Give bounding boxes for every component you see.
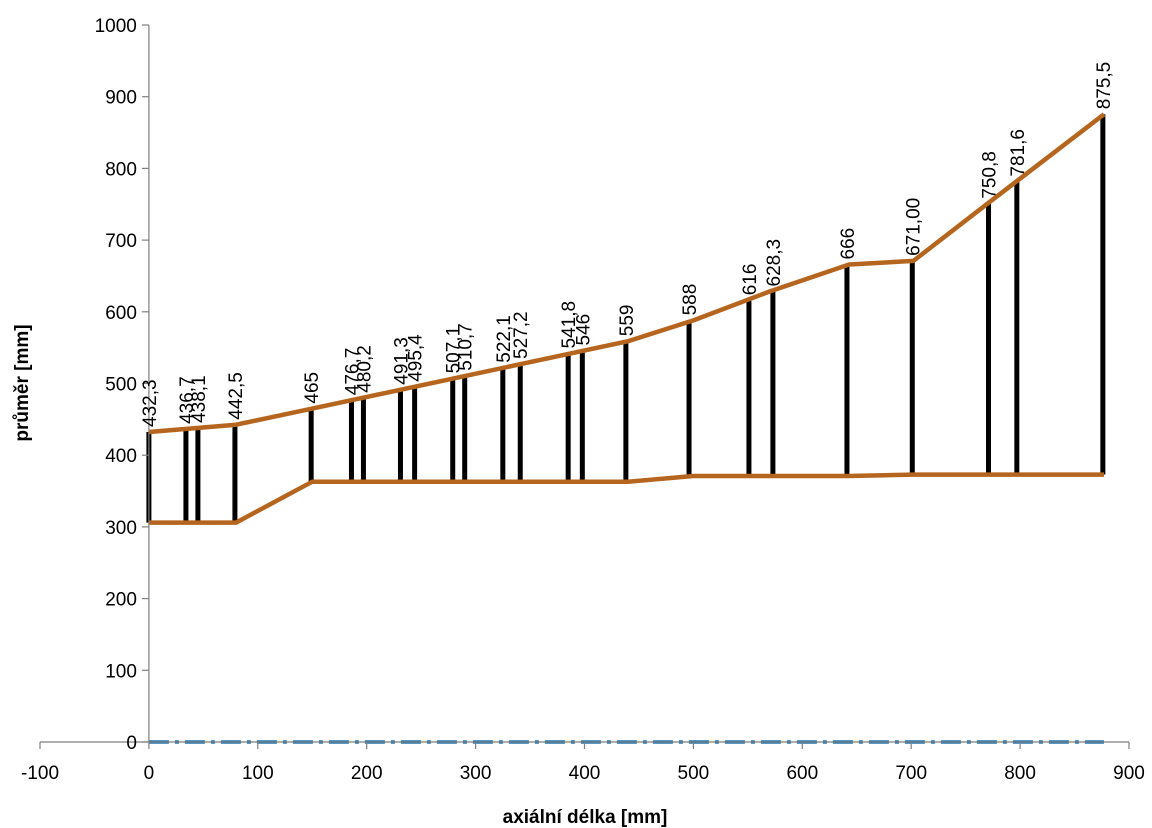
station-data-label: 781,6 xyxy=(1008,129,1029,177)
x-tick-label: 900 xyxy=(1113,763,1145,784)
station-data-label: 495,4 xyxy=(406,334,427,382)
y-tick-label: 300 xyxy=(105,518,137,539)
station-data-label: 588 xyxy=(680,284,701,316)
axes-layer: 0 100 200 300 400 500 600 700 800 900 1000 -100 0 100… xyxy=(21,16,1145,784)
x-tick-label: 200 xyxy=(351,763,383,784)
station-data-label: 465 xyxy=(302,372,323,404)
y-tick-label: 600 xyxy=(105,303,137,324)
x-tick-label: -100 xyxy=(21,763,59,784)
profile-layer xyxy=(148,112,1106,525)
station-data-label: 491,3 xyxy=(392,337,413,385)
x-tick-label: 700 xyxy=(895,763,927,784)
station-data-label: 616 xyxy=(740,264,761,296)
station-data-label: 559 xyxy=(617,304,638,336)
y-tick-label: 1000 xyxy=(95,16,137,37)
station-data-label: 522,1 xyxy=(494,315,515,363)
x-tick-label: 0 xyxy=(144,763,155,784)
x-axis-title: axiální délka [mm] xyxy=(503,807,668,828)
station-data-label: 666 xyxy=(838,228,859,260)
stations-layer xyxy=(146,114,1106,523)
y-tick-label: 900 xyxy=(105,88,137,109)
y-tick-label: 0 xyxy=(126,733,137,754)
station-data-label: 510,7 xyxy=(456,323,477,371)
inner-profile-line xyxy=(148,472,1104,525)
x-tick-label: 400 xyxy=(569,763,601,784)
station-data-label: 628,3 xyxy=(764,239,785,287)
x-tick-label: 300 xyxy=(460,763,492,784)
station-data-label: 480,2 xyxy=(354,345,375,393)
outer-profile-line xyxy=(148,112,1106,435)
station-data-label: 436,7 xyxy=(177,376,198,424)
station-data-label: 432,3 xyxy=(140,379,161,427)
y-axis-title: průměr [mm] xyxy=(12,324,33,441)
x-tick-label: 100 xyxy=(242,763,274,784)
station-data-label: 442,5 xyxy=(226,372,247,420)
station-data-label: 546 xyxy=(573,314,594,346)
y-tick-label: 800 xyxy=(105,159,137,180)
y-tick-label: 100 xyxy=(105,661,137,682)
station-data-label: 438,1 xyxy=(189,375,210,423)
station-data-label: 527,2 xyxy=(511,311,532,359)
y-tick-label: 200 xyxy=(105,590,137,611)
y-tick-label: 700 xyxy=(105,231,137,252)
x-tick-label: 800 xyxy=(1004,763,1036,784)
station-data-label: 750,8 xyxy=(980,151,1001,199)
station-data-label: 875,5 xyxy=(1094,62,1115,110)
station-data-label: 476,7 xyxy=(343,348,364,396)
x-tick-label: 600 xyxy=(786,763,818,784)
station-data-label: 507,1 xyxy=(444,326,465,374)
station-data-label: 541,8 xyxy=(559,301,580,349)
x-tick-label: 500 xyxy=(678,763,710,784)
station-data-label: 671,00 xyxy=(903,198,924,256)
y-tick-label: 500 xyxy=(105,375,137,396)
y-tick-label: 400 xyxy=(105,446,137,467)
